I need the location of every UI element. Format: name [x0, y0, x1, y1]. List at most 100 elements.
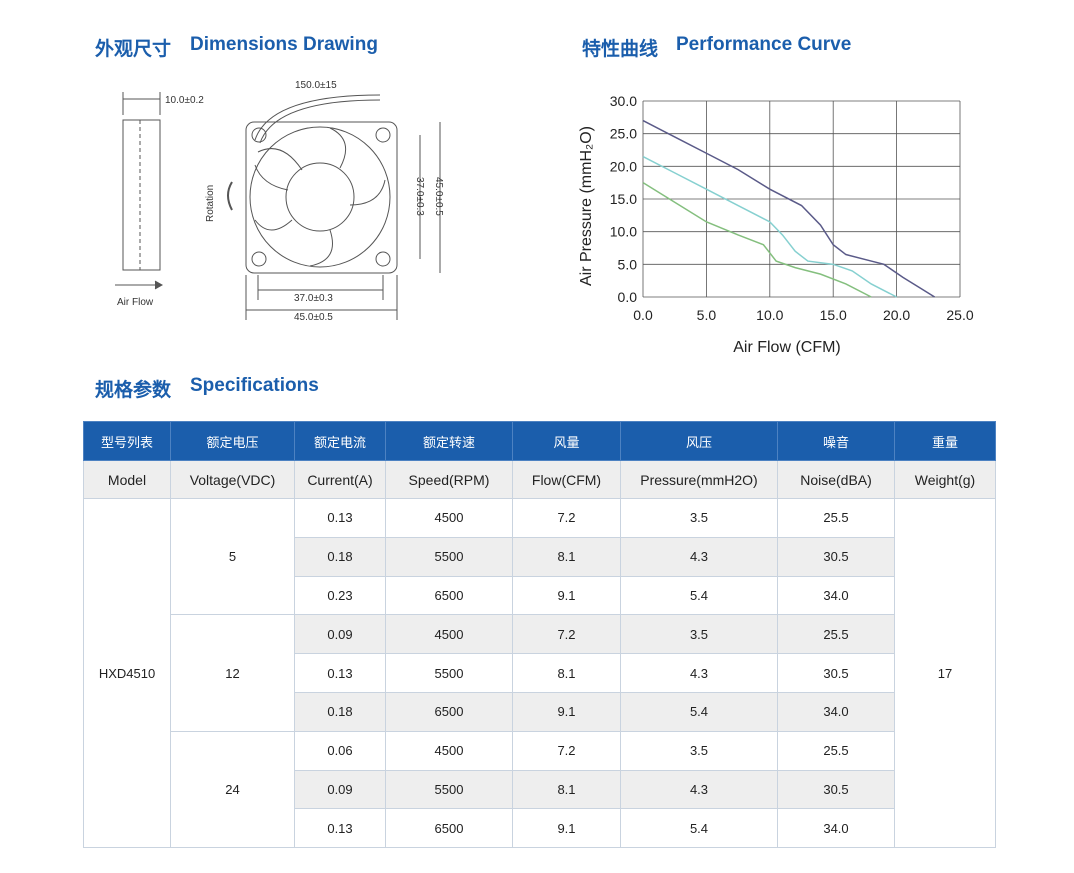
- data-cell: 7.2: [512, 614, 621, 655]
- data-cell: 8.1: [512, 769, 621, 810]
- table-row: 0.18 6500 9.1 5.4 34.0: [84, 691, 996, 732]
- data-cell: 30.5: [777, 769, 895, 810]
- y-tick-label: 0.0: [618, 289, 638, 305]
- data-cell: 30.5: [777, 536, 895, 577]
- data-cell: 0.06: [294, 730, 386, 771]
- model-cell: HXD4510: [83, 497, 171, 849]
- header-cell: Pressure(mmH2O): [620, 460, 778, 499]
- y-tick-label: 10.0: [610, 224, 637, 240]
- data-cell: 0.18: [294, 691, 386, 732]
- data-cell: 30.5: [777, 653, 895, 693]
- x-tick-label: 0.0: [633, 307, 653, 323]
- x-tick-label: 5.0: [697, 307, 717, 323]
- header-cell: Model: [83, 460, 171, 499]
- x-tick-label: 10.0: [756, 307, 783, 323]
- header-cell: 型号列表: [83, 421, 171, 461]
- y-tick-label: 25.0: [610, 126, 637, 142]
- data-cell: 4.3: [620, 769, 778, 810]
- data-cell: 3.5: [620, 730, 778, 771]
- header-cell: 额定电流: [294, 421, 386, 461]
- y-tick-label: 20.0: [610, 158, 637, 174]
- voltage-cell: 24: [170, 730, 295, 849]
- table-row: Model Voltage(VDC) Current(A) Speed(RPM) Flo…: [83, 460, 996, 499]
- dimension-label: 10.0±0.2: [165, 95, 204, 106]
- header-cell: 额定电压: [170, 421, 295, 461]
- performance-chart: Air Flow (CFM) Air Pressure (mmH₂O) 0.0 5…: [578, 93, 974, 356]
- data-cell: 9.1: [512, 691, 621, 732]
- data-cell: 8.1: [512, 536, 621, 577]
- header-cell: 噪音: [777, 421, 895, 461]
- airflow-label: Air Flow: [117, 297, 154, 308]
- heading: 特性曲线: [582, 39, 659, 60]
- data-cell: 7.2: [512, 730, 621, 771]
- data-cell: 5.4: [620, 575, 778, 616]
- header-cell: 风压: [620, 421, 778, 461]
- data-cell: 25.5: [777, 498, 895, 538]
- data-cell: 5.4: [620, 808, 778, 849]
- data-cell: 8.1: [512, 653, 621, 693]
- rotation-label: Rotation: [205, 185, 216, 222]
- data-cell: 0.18: [294, 536, 386, 577]
- heading: Dimensions Drawing: [190, 34, 378, 55]
- dimensions-drawing: 10.0±0.2 150.0±15 Rotation Air Flow 37.0…: [115, 80, 444, 323]
- table-row: 0.13 5500 8.1 4.3 30.5: [84, 653, 996, 693]
- data-cell: 9.1: [512, 575, 621, 616]
- data-cell: 3.5: [620, 498, 778, 538]
- table-row: 12 0.09 4500 7.2 3.5 25.5: [84, 614, 996, 732]
- data-cell: 4.3: [620, 653, 778, 693]
- table-row: 0.13 6500 9.1 5.4 34.0: [84, 808, 996, 849]
- dimension-label: 45.0±0.5: [433, 177, 444, 216]
- table-row: 0.09 5500 8.1 4.3 30.5: [84, 769, 996, 810]
- header-cell: Weight(g): [894, 460, 996, 499]
- table-row: 24 0.06 4500 7.2 3.5 25.5: [84, 730, 996, 849]
- data-cell: 0.13: [294, 653, 386, 693]
- drawing-lines: [115, 92, 441, 320]
- voltage-cell: 5: [170, 497, 295, 616]
- header-cell: Voltage(VDC): [170, 460, 295, 499]
- table-row: HXD4510 5 0.13 4500 7.2 3.5 25.5 17: [83, 497, 996, 849]
- heading: 规格参数: [95, 380, 172, 401]
- header-cell: Speed(RPM): [385, 460, 513, 499]
- data-cell: 4.3: [620, 536, 778, 577]
- x-axis-label: Air Flow (CFM): [733, 339, 841, 356]
- heading: Specifications: [190, 375, 319, 396]
- dimension-label: 37.0±0.3: [414, 177, 425, 216]
- data-cell: 6500: [385, 575, 513, 616]
- data-cell: 0.23: [294, 575, 386, 616]
- heading: Performance Curve: [676, 34, 852, 55]
- data-cell: 4500: [385, 614, 513, 655]
- data-cell: 34.0: [777, 808, 895, 849]
- dimension-label: 150.0±15: [295, 80, 337, 91]
- header-cell: Noise(dBA): [777, 460, 895, 499]
- header-cell: Current(A): [294, 460, 386, 499]
- y-tick-label: 15.0: [610, 191, 637, 207]
- data-cell: 0.09: [294, 614, 386, 655]
- header-cell: 额定转速: [385, 421, 513, 461]
- data-cell: 6500: [385, 808, 513, 849]
- curve: [642, 155, 897, 298]
- heading: 外观尺寸: [95, 39, 172, 60]
- data-cell: 25.5: [777, 730, 895, 771]
- table-row: 0.18 5500 8.1 4.3 30.5: [84, 536, 996, 577]
- data-cell: 0.13: [294, 498, 386, 538]
- data-cell: 0.09: [294, 769, 386, 810]
- curve: [642, 119, 936, 298]
- y-tick-label: 30.0: [610, 93, 637, 109]
- y-tick-label: 5.0: [618, 256, 638, 272]
- data-cell: 4500: [385, 498, 513, 538]
- voltage-cell: 12: [170, 614, 295, 732]
- data-cell: 9.1: [512, 808, 621, 849]
- data-cell: 5500: [385, 653, 513, 693]
- header-cell: 重量: [894, 421, 996, 461]
- header-cell: Flow(CFM): [512, 460, 621, 499]
- curve: [642, 182, 872, 298]
- data-cell: 5500: [385, 769, 513, 810]
- data-cell: 25.5: [777, 614, 895, 655]
- x-tick-label: 20.0: [883, 307, 910, 323]
- data-cell: 4500: [385, 730, 513, 771]
- y-axis-label: Air Pressure (mmH₂O): [578, 126, 595, 286]
- table-row: 型号列表 额定电压 额定电流 额定转速 风量 风压 噪音 重量: [83, 421, 996, 461]
- data-cell: 34.0: [777, 691, 895, 732]
- data-cell: 3.5: [620, 614, 778, 655]
